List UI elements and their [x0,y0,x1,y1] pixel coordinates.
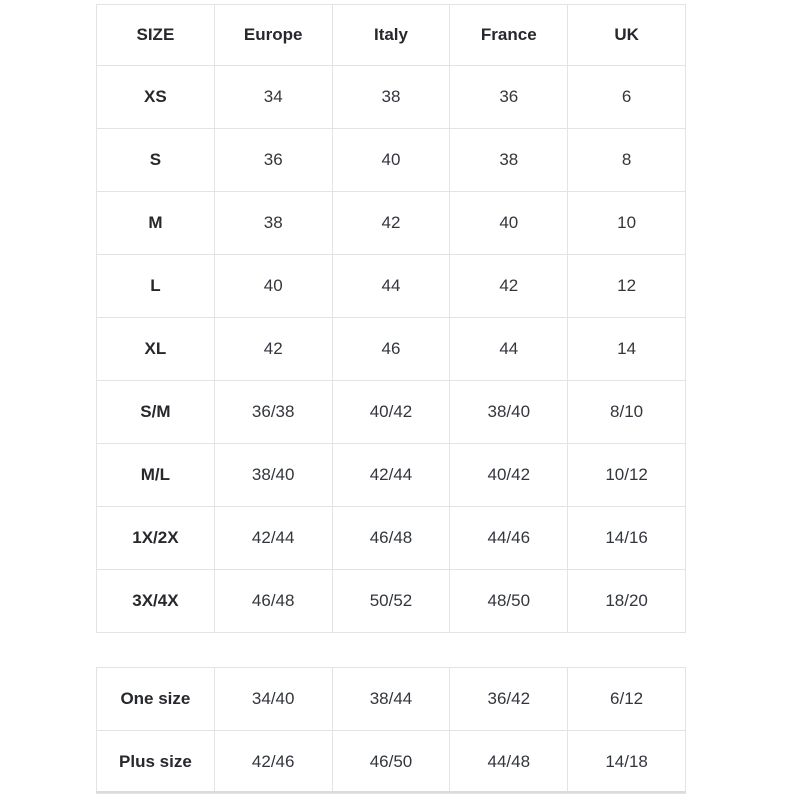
size-label-cell: S [96,128,215,192]
table-row: One size 34/40 38/44 36/42 6/12 [96,667,686,731]
value-cell: 46/48 [331,506,451,570]
size-label-cell: L [96,254,215,318]
value-cell: 42 [213,317,333,381]
value-cell: 38/44 [331,667,451,731]
table-row: Plus size 42/46 46/50 44/48 14/18 [96,730,686,794]
value-cell: 46/50 [331,730,451,794]
value-cell: 36/42 [449,667,569,731]
size-label-cell: M/L [96,443,215,507]
table-row: 1X/2X 42/44 46/48 44/46 14/16 [96,506,686,570]
value-cell: 38 [449,128,569,192]
value-cell: 18/20 [567,569,686,633]
size-chart-page: SIZE Europe Italy France UK XS 34 38 36 6 S 36 40 38 8… [96,4,686,794]
table-row: S/M 36/38 40/42 38/40 8/10 [96,380,686,444]
column-header: France [449,4,569,66]
value-cell: 44 [331,254,451,318]
size-label-cell: One size [96,667,215,731]
value-cell: 42 [331,191,451,255]
table-row: L 40 44 42 12 [96,254,686,318]
value-cell: 14/16 [567,506,686,570]
size-label-cell: 3X/4X [96,569,215,633]
size-label-cell: M [96,191,215,255]
value-cell: 44/48 [449,730,569,794]
table-row: 3X/4X 46/48 50/52 48/50 18/20 [96,569,686,633]
value-cell: 40 [331,128,451,192]
value-cell: 6 [567,65,686,129]
value-cell: 38 [213,191,333,255]
value-cell: 34 [213,65,333,129]
value-cell: 42/44 [331,443,451,507]
table-bottom-divider [96,791,686,793]
column-header: UK [567,4,686,66]
column-header: Europe [213,4,333,66]
header-row: SIZE Europe Italy France UK [96,4,686,66]
value-cell: 40 [213,254,333,318]
size-label-cell: S/M [96,380,215,444]
value-cell: 8 [567,128,686,192]
value-cell: 38 [331,65,451,129]
table-row: M/L 38/40 42/44 40/42 10/12 [96,443,686,507]
value-cell: 14/18 [567,730,686,794]
special-sizes-table: One size 34/40 38/44 36/42 6/12 Plus size 42/4… [96,667,686,794]
value-cell: 44/46 [449,506,569,570]
value-cell: 12 [567,254,686,318]
size-label-cell: 1X/2X [96,506,215,570]
table-row: XS 34 38 36 6 [96,65,686,129]
table-row: S 36 40 38 8 [96,128,686,192]
value-cell: 40 [449,191,569,255]
value-cell: 6/12 [567,667,686,731]
value-cell: 38/40 [449,380,569,444]
value-cell: 50/52 [331,569,451,633]
value-cell: 42/46 [213,730,333,794]
value-cell: 36/38 [213,380,333,444]
value-cell: 42 [449,254,569,318]
table-row: XL 42 46 44 14 [96,317,686,381]
value-cell: 36 [213,128,333,192]
value-cell: 48/50 [449,569,569,633]
value-cell: 42/44 [213,506,333,570]
value-cell: 10/12 [567,443,686,507]
column-header: Italy [331,4,451,66]
value-cell: 14 [567,317,686,381]
column-header: SIZE [96,4,215,66]
table-row: M 38 42 40 10 [96,191,686,255]
value-cell: 40/42 [449,443,569,507]
size-label-cell: XS [96,65,215,129]
value-cell: 8/10 [567,380,686,444]
size-label-cell: XL [96,317,215,381]
value-cell: 40/42 [331,380,451,444]
value-cell: 46/48 [213,569,333,633]
value-cell: 46 [331,317,451,381]
size-conversion-table: SIZE Europe Italy France UK XS 34 38 36 6 S 36 40 38 8… [96,4,686,633]
value-cell: 36 [449,65,569,129]
value-cell: 10 [567,191,686,255]
value-cell: 34/40 [213,667,333,731]
value-cell: 44 [449,317,569,381]
value-cell: 38/40 [213,443,333,507]
size-label-cell: Plus size [96,730,215,794]
